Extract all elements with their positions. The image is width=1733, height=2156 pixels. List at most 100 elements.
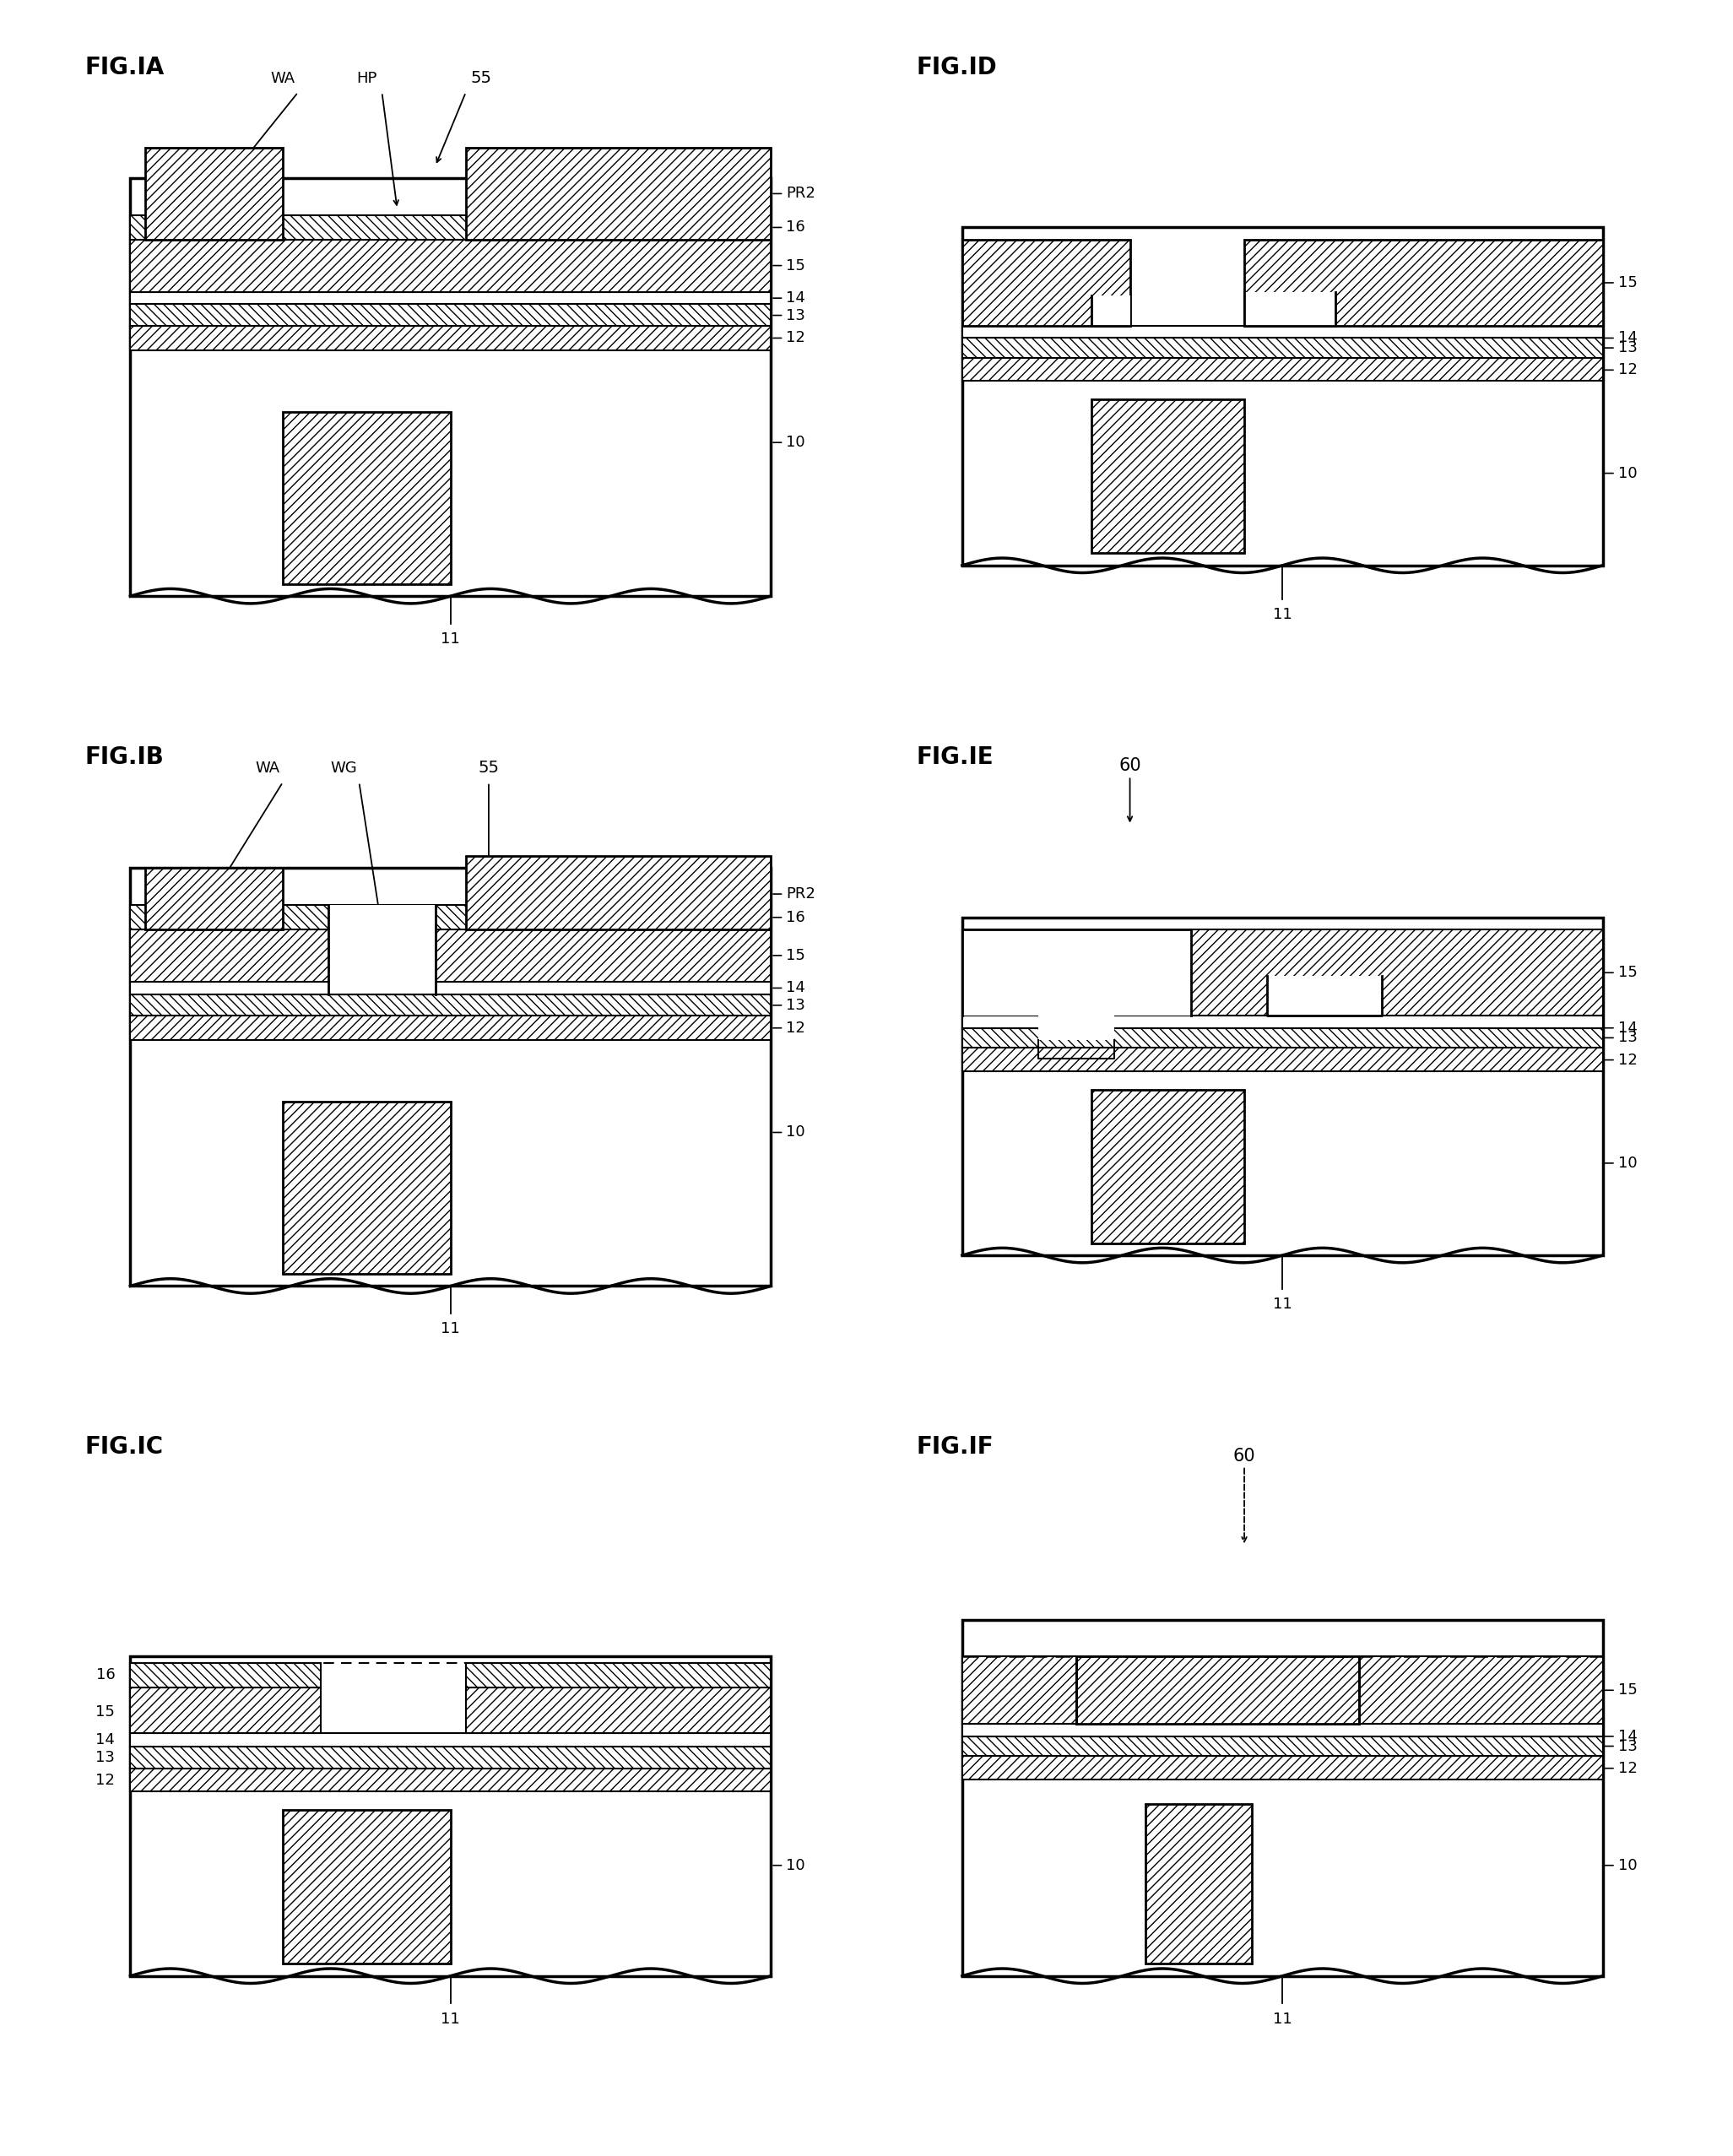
Bar: [1267, 977, 1381, 1015]
Text: 11: 11: [440, 1322, 461, 1337]
Bar: [130, 179, 771, 595]
Text: PR2: PR2: [773, 886, 816, 901]
Bar: [962, 1656, 1076, 1725]
Text: 10: 10: [773, 1858, 806, 1874]
Bar: [130, 869, 771, 1285]
Text: 16: 16: [95, 1667, 114, 1682]
Text: 60: 60: [1234, 1447, 1255, 1464]
Text: 14: 14: [773, 981, 806, 996]
Bar: [1359, 1656, 1603, 1725]
Bar: [962, 929, 1603, 1015]
Text: 11: 11: [440, 632, 461, 647]
Bar: [962, 358, 1603, 382]
Bar: [1146, 1805, 1251, 1964]
Text: 10: 10: [773, 436, 806, 451]
Text: 14: 14: [1605, 330, 1638, 345]
Bar: [962, 226, 1603, 565]
Text: 16: 16: [773, 910, 806, 925]
Text: FIG.IE: FIG.IE: [917, 746, 993, 770]
Bar: [1092, 295, 1130, 326]
Text: 12: 12: [773, 1020, 806, 1035]
Bar: [1076, 1656, 1359, 1725]
Text: 11: 11: [1272, 2012, 1293, 2027]
Bar: [962, 239, 1130, 326]
Text: 11: 11: [440, 2012, 461, 2027]
Text: 55: 55: [471, 71, 492, 86]
Bar: [1359, 1656, 1603, 1725]
Bar: [329, 906, 435, 994]
Bar: [1244, 239, 1603, 326]
Text: 15: 15: [95, 1703, 114, 1718]
Bar: [130, 1662, 321, 1688]
Text: FIG.IA: FIG.IA: [85, 56, 165, 80]
Bar: [130, 216, 771, 239]
Bar: [1038, 1003, 1114, 1041]
Text: 13: 13: [773, 308, 806, 323]
Bar: [146, 147, 282, 239]
Bar: [1244, 291, 1336, 326]
Bar: [130, 1656, 771, 1975]
Text: 11: 11: [1272, 608, 1293, 623]
Text: 13: 13: [1605, 1031, 1638, 1046]
Text: 15: 15: [773, 259, 806, 274]
Bar: [1092, 399, 1244, 554]
Bar: [962, 326, 1603, 338]
Text: 13: 13: [1605, 1738, 1638, 1753]
Bar: [130, 929, 771, 981]
Text: 12: 12: [1605, 1761, 1638, 1777]
Text: HP: HP: [357, 71, 378, 86]
Bar: [130, 239, 771, 291]
Text: 10: 10: [1605, 1156, 1638, 1171]
Bar: [962, 1736, 1603, 1755]
Text: 60: 60: [1120, 757, 1140, 774]
Bar: [130, 1746, 771, 1768]
Bar: [962, 1656, 1603, 1725]
Bar: [962, 338, 1603, 358]
Bar: [466, 1662, 771, 1688]
Bar: [130, 1688, 321, 1733]
Bar: [962, 1028, 1603, 1048]
Bar: [130, 1015, 771, 1041]
Bar: [130, 291, 771, 304]
Text: 13: 13: [1605, 341, 1638, 356]
Bar: [282, 1102, 451, 1274]
Bar: [1092, 1089, 1244, 1244]
Text: WA: WA: [270, 71, 295, 86]
Text: FIG.IF: FIG.IF: [917, 1436, 993, 1460]
Bar: [130, 304, 771, 326]
Bar: [146, 869, 282, 929]
Bar: [962, 1755, 1603, 1779]
Bar: [962, 1619, 1603, 1975]
Bar: [130, 981, 771, 994]
Bar: [130, 994, 771, 1015]
Text: 12: 12: [773, 330, 806, 345]
Bar: [962, 1048, 1603, 1072]
Text: 13: 13: [773, 998, 806, 1013]
Text: PR2: PR2: [773, 185, 816, 201]
Bar: [962, 1656, 1076, 1725]
Bar: [130, 1733, 771, 1746]
Text: 15: 15: [1605, 1682, 1638, 1697]
Text: 15: 15: [773, 949, 806, 964]
Text: 13: 13: [95, 1751, 114, 1766]
Text: FIG.IB: FIG.IB: [85, 746, 165, 770]
Text: WG: WG: [331, 761, 357, 776]
Text: 10: 10: [773, 1125, 806, 1141]
Text: FIG.ID: FIG.ID: [917, 56, 996, 80]
Text: FIG.IC: FIG.IC: [85, 1436, 163, 1460]
Bar: [962, 918, 1603, 1255]
Bar: [962, 1015, 1603, 1028]
Bar: [130, 326, 771, 351]
Bar: [1076, 1656, 1359, 1725]
Text: 14: 14: [1605, 1020, 1638, 1035]
Text: 14: 14: [773, 291, 806, 306]
Text: 10: 10: [1605, 1858, 1638, 1874]
Bar: [962, 929, 1191, 1015]
Text: 14: 14: [1605, 1729, 1638, 1744]
Text: 12: 12: [1605, 1052, 1638, 1067]
Text: 11: 11: [1272, 1298, 1293, 1313]
Bar: [466, 147, 771, 239]
Bar: [130, 1768, 771, 1792]
Bar: [282, 1811, 451, 1964]
Bar: [130, 906, 771, 929]
